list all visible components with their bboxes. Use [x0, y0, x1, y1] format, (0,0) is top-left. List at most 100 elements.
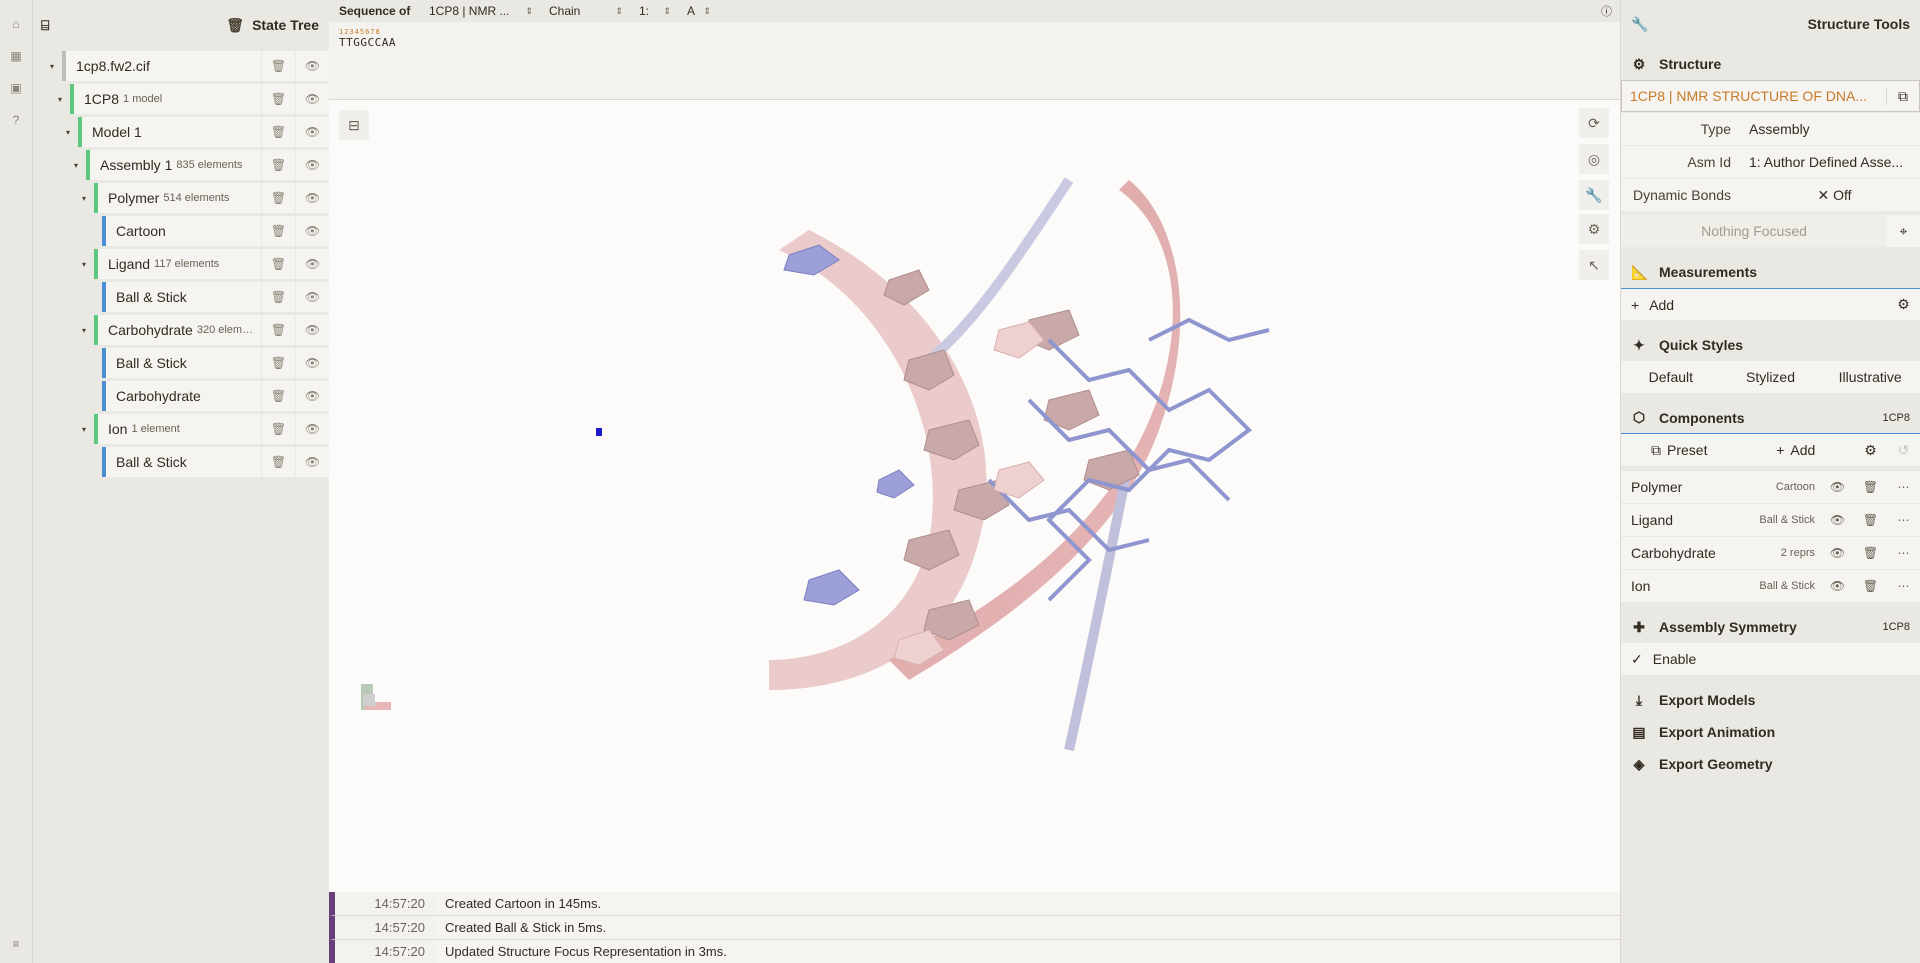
collapse-toggle-icon[interactable]: ▾ [81, 193, 86, 203]
more-options-icon[interactable]: ⋯ [1897, 546, 1910, 560]
delete-icon[interactable]: 🗑 [262, 447, 295, 477]
tree-node-label[interactable]: Ion 1 element [94, 414, 261, 444]
delete-icon[interactable]: 🗑 [1862, 579, 1879, 593]
collapse-toggle-icon[interactable]: ▾ [65, 127, 70, 137]
tree-node-label[interactable]: Carbohydrate [102, 381, 261, 411]
visibility-eye-icon[interactable]: 👁 [1829, 480, 1846, 494]
delete-icon[interactable]: 🗑 [262, 183, 295, 213]
tree-node-label[interactable]: Ball & Stick [102, 447, 261, 477]
tree-node-label[interactable]: Carbohydrate 320 elem… [94, 315, 261, 345]
style-illustrative-button[interactable]: Illustrative [1838, 369, 1902, 385]
delete-icon[interactable]: 🗑 [262, 216, 295, 246]
visibility-eye-icon[interactable]: 👁 [296, 381, 329, 411]
tree-node[interactable]: ▾ Polymer 514 elements 🗑 👁 [74, 182, 329, 214]
tree-node-label[interactable]: Model 1 [78, 117, 261, 147]
assembly-symmetry-header[interactable]: ✚ Assembly Symmetry 1CP8 [1621, 611, 1920, 643]
tree-node[interactable]: Ball & Stick 🗑 👁 [82, 281, 329, 313]
focus-status[interactable]: Nothing Focused [1621, 215, 1887, 247]
tree-node-label[interactable]: Polymer 514 elements [94, 183, 261, 213]
delete-icon[interactable]: 🗑 [262, 414, 295, 444]
component-row[interactable]: Polymer Cartoon 👁 🗑 ⋯ [1621, 471, 1920, 503]
tree-node[interactable]: ▾ Carbohydrate 320 elem… 🗑 👁 [74, 314, 329, 346]
chain-select[interactable]: Chain ⇕ [541, 0, 631, 22]
export-models-header[interactable]: ⤓ Export Models [1621, 684, 1920, 716]
bonds-toggle[interactable]: ✕ Off [1741, 186, 1920, 204]
focus-target-icon[interactable]: ⌖ [1899, 222, 1908, 239]
quick-styles-header[interactable]: ✦ Quick Styles [1621, 329, 1920, 361]
delete-icon[interactable]: 🗑 [262, 51, 295, 81]
trash-icon[interactable]: 🗑 [226, 16, 245, 33]
collapse-toggle-icon[interactable]: ▾ [81, 259, 86, 269]
delete-icon[interactable]: 🗑 [262, 150, 295, 180]
structure-select[interactable]: 1CP8 | NMR STRUCTURE OF DNA... ⧉ [1621, 80, 1920, 112]
visibility-eye-icon[interactable]: 👁 [296, 51, 329, 81]
save-icon[interactable]: ▣ [10, 81, 22, 95]
visibility-eye-icon[interactable]: 👁 [296, 414, 329, 444]
delete-icon[interactable]: 🗑 [262, 315, 295, 345]
collapse-toggle-icon[interactable]: ▾ [57, 94, 62, 104]
tree-node-label[interactable]: 1CP8 1 model [70, 84, 261, 114]
undo-icon[interactable]: ↺ [1897, 441, 1910, 458]
component-row[interactable]: Carbohydrate 2 reprs 👁 🗑 ⋯ [1621, 537, 1920, 569]
reset-camera-icon[interactable]: ⟳ [1579, 108, 1609, 138]
visibility-eye-icon[interactable]: 👁 [296, 315, 329, 345]
tree-node-label[interactable]: Cartoon [102, 216, 261, 246]
visibility-eye-icon[interactable]: 👁 [296, 84, 329, 114]
style-default-button[interactable]: Default [1648, 369, 1694, 385]
tree-node[interactable]: ▾ Ligand 117 elements 🗑 👁 [74, 248, 329, 280]
copy-icon[interactable]: ⧉ [1886, 87, 1919, 105]
tree-node[interactable]: ▾ 1CP8 1 model 🗑 👁 [50, 83, 329, 115]
expand-controls-icon[interactable]: ⊟ [339, 110, 369, 140]
collapse-toggle-icon[interactable]: ▾ [73, 160, 78, 170]
visibility-eye-icon[interactable]: 👁 [296, 249, 329, 279]
delete-icon[interactable]: 🗑 [262, 249, 295, 279]
options-sliders-icon[interactable]: ⚙ [1897, 296, 1910, 312]
delete-icon[interactable]: 🗑 [1862, 513, 1879, 527]
tree-node[interactable]: Ball & Stick 🗑 👁 [82, 347, 329, 379]
more-options-icon[interactable]: ⋯ [1897, 579, 1910, 593]
preset-button[interactable]: ⧉ Preset [1621, 434, 1738, 466]
chain-id-select[interactable]: 1: ⇕ [631, 0, 679, 22]
settings-icon[interactable]: ≡ [12, 937, 20, 951]
viewport-canvas[interactable]: ⊟ ⟳ ◎ 🔧 ⚙ ↖ [329, 100, 1620, 892]
tree-node[interactable]: ▾ Ion 1 element 🗑 👁 [74, 413, 329, 445]
export-geometry-header[interactable]: ◈ Export Geometry [1621, 748, 1920, 780]
tree-node[interactable]: ▾ 1cp8.fw2.cif 🗑 👁 [42, 50, 329, 82]
more-options-icon[interactable]: ⋯ [1897, 480, 1910, 494]
visibility-eye-icon[interactable]: 👁 [296, 282, 329, 312]
more-options-icon[interactable]: ⋯ [1897, 513, 1910, 527]
tree-node[interactable]: Cartoon 🗑 👁 [82, 215, 329, 247]
collapse-toggle-icon[interactable]: ▾ [49, 61, 54, 71]
tree-view-icon[interactable]: ⌸ [41, 16, 50, 33]
delete-icon[interactable]: 🗑 [262, 282, 295, 312]
wrench-icon[interactable]: 🔧 [1579, 180, 1609, 210]
tree-node[interactable]: ▾ Model 1 🗑 👁 [58, 116, 329, 148]
type-value[interactable]: Assembly [1741, 121, 1920, 137]
tree-node[interactable]: Carbohydrate 🗑 👁 [82, 380, 329, 412]
tree-node[interactable]: ▾ Assembly 1 835 elements 🗑 👁 [66, 149, 329, 181]
tree-node[interactable]: Ball & Stick 🗑 👁 [82, 446, 329, 478]
tree-node-label[interactable]: Ligand 117 elements [94, 249, 261, 279]
tree-node-label[interactable]: 1cp8.fw2.cif [62, 51, 261, 81]
settings-sliders-icon[interactable]: ⚙ [1579, 214, 1609, 244]
delete-icon[interactable]: 🗑 [262, 381, 295, 411]
component-row[interactable]: Ligand Ball & Stick 👁 🗑 ⋯ [1621, 504, 1920, 536]
visibility-eye-icon[interactable]: 👁 [296, 183, 329, 213]
visibility-eye-icon[interactable]: 👁 [1829, 546, 1846, 560]
visibility-eye-icon[interactable]: 👁 [296, 117, 329, 147]
state-tree-icon[interactable]: ▦ [10, 49, 22, 63]
options-sliders-icon[interactable]: ⚙ [1864, 441, 1877, 458]
delete-icon[interactable]: 🗑 [1862, 546, 1879, 560]
tree-node-label[interactable]: Ball & Stick [102, 348, 261, 378]
home-icon[interactable]: ⌂ [12, 17, 20, 31]
asm-value[interactable]: 1: Author Defined Asse... [1741, 154, 1920, 170]
screenshot-icon[interactable]: ◎ [1579, 144, 1609, 174]
components-header[interactable]: ⬡ Components 1CP8 [1621, 402, 1920, 434]
measurements-header[interactable]: 📐 Measurements [1621, 256, 1920, 288]
delete-icon[interactable]: 🗑 [262, 348, 295, 378]
visibility-eye-icon[interactable]: 👁 [296, 150, 329, 180]
tree-node-label[interactable]: Ball & Stick [102, 282, 261, 312]
collapse-toggle-icon[interactable]: ▾ [81, 325, 86, 335]
tree-node-label[interactable]: Assembly 1 835 elements [86, 150, 261, 180]
symmetry-enable-row[interactable]: ✓ Enable [1621, 643, 1920, 675]
